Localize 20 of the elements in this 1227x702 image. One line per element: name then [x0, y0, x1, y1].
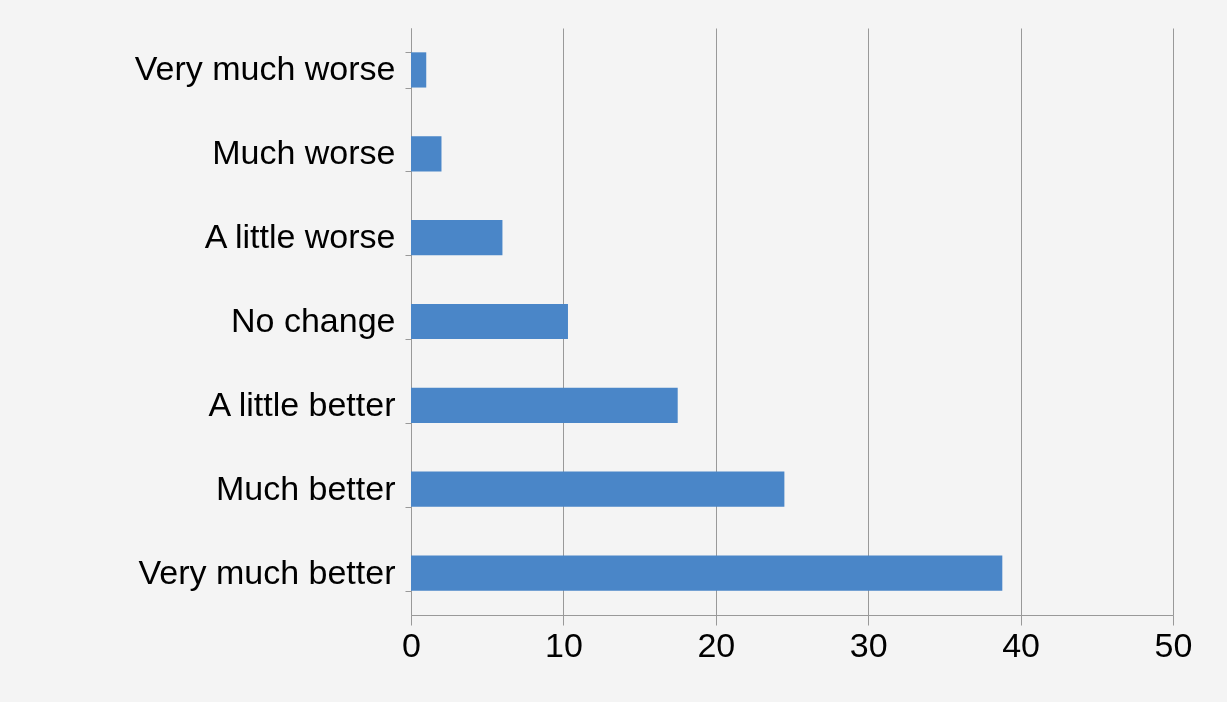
bar	[411, 555, 1003, 591]
y-tick-label: Very much worse	[134, 49, 396, 88]
y-tick-label: A little worse	[204, 217, 396, 256]
bar	[411, 303, 568, 340]
bar	[411, 220, 503, 256]
y-tick-label: Much worse	[212, 133, 396, 172]
x-tick-label: 20	[697, 625, 736, 664]
y-tick-label: Very much better	[138, 552, 396, 591]
bar	[411, 52, 427, 88]
x-tick-label: 0	[402, 625, 421, 664]
bar	[411, 471, 785, 507]
y-tick-label: A little better	[208, 384, 396, 423]
bar	[411, 136, 442, 172]
bar	[411, 387, 678, 423]
y-tick-label: Much better	[215, 468, 396, 507]
y-tick-label: No change	[231, 301, 396, 339]
x-tick-label: 50	[1154, 625, 1193, 664]
x-tick-label: 10	[544, 625, 583, 664]
x-tick-label: 40	[1002, 625, 1041, 664]
x-tick-label: 30	[849, 625, 888, 664]
